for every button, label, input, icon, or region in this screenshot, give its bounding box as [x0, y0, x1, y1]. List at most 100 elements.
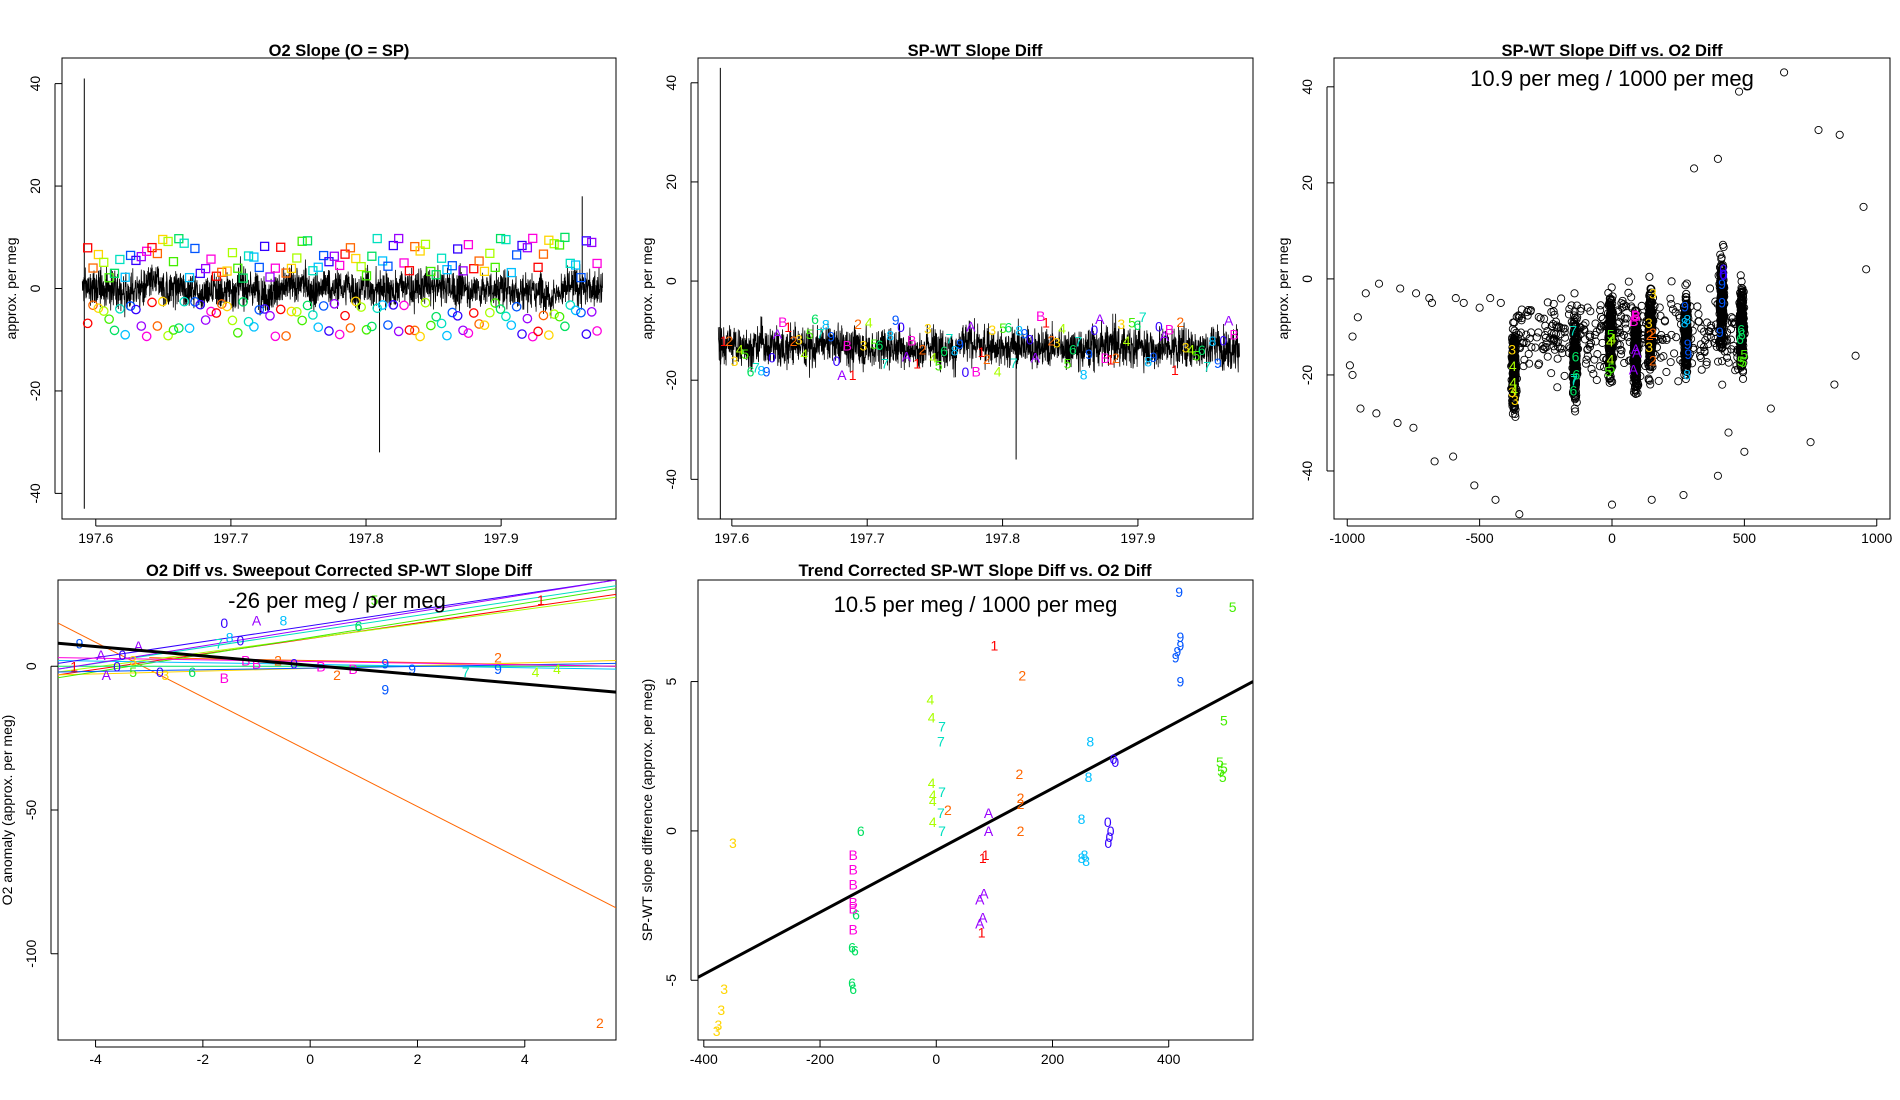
- x-tick-label: 4: [521, 1051, 529, 1067]
- cluster-label: 8: [1681, 314, 1689, 330]
- scatter-point: [1508, 324, 1517, 334]
- x-tick-label: 197.7: [213, 530, 248, 546]
- scatter-point: [1717, 357, 1727, 366]
- point-label: A: [134, 638, 144, 654]
- cycle-label: B: [1165, 321, 1174, 337]
- square-marker: [109, 268, 120, 278]
- scatter-point: [1608, 377, 1617, 386]
- scatter-point: [1604, 333, 1614, 342]
- cycle-label: A: [1160, 328, 1170, 344]
- scatter-point: [1541, 343, 1550, 352]
- scatter-point: [1656, 311, 1665, 320]
- scatter-point: [1705, 327, 1714, 336]
- scatter-point: [1672, 333, 1681, 342]
- scatter-point: [1605, 343, 1614, 352]
- x-tick-label: 197.7: [850, 530, 885, 546]
- cycle-label: 7: [752, 359, 760, 375]
- chart-title: Trend Corrected SP-WT Slope Diff vs. O2 …: [799, 562, 1152, 580]
- scatter-point: [1553, 354, 1562, 363]
- cycle-label: 4: [994, 363, 1002, 379]
- point-label: 0: [1107, 823, 1115, 839]
- square-marker: [436, 253, 447, 263]
- series-line: [58, 657, 616, 667]
- cluster-label: 2: [1646, 327, 1654, 343]
- scatter-point: [1632, 343, 1641, 352]
- circle-marker: [195, 299, 206, 310]
- cycle-label: B: [972, 364, 981, 380]
- point-label: 7: [462, 664, 470, 680]
- scatter-point: [1681, 281, 1690, 290]
- scatter-point: [1806, 438, 1815, 447]
- point-label: 7: [938, 718, 946, 734]
- scatter-point: [1619, 300, 1628, 309]
- cluster-label: 9: [1681, 298, 1689, 314]
- scatter-point: [1560, 328, 1569, 337]
- cycle-label: 9: [763, 364, 771, 380]
- scatter-point: [1510, 360, 1519, 369]
- scatter-point: [1510, 378, 1519, 387]
- scatter-point: [1607, 500, 1617, 509]
- scatter-point: [1694, 317, 1704, 326]
- point-label: 4: [532, 664, 540, 680]
- square-marker: [479, 266, 490, 277]
- circle-marker: [415, 331, 425, 342]
- square-marker: [372, 233, 382, 244]
- circle-marker: [527, 331, 538, 342]
- point-label: 2: [333, 667, 341, 683]
- circle-marker: [372, 303, 383, 314]
- x-tick-label: 0: [306, 1051, 314, 1067]
- cycle-label: A: [1224, 313, 1234, 329]
- square-marker: [340, 249, 350, 259]
- cluster-label: 6: [1737, 322, 1745, 338]
- square-marker: [463, 239, 474, 250]
- scatter-point: [1627, 293, 1636, 302]
- scatter-point: [1631, 306, 1640, 315]
- circle-marker: [517, 329, 527, 339]
- circle-marker: [538, 310, 549, 321]
- scatter-point: [1568, 388, 1578, 397]
- point-label: 8: [1085, 769, 1093, 785]
- scatter-point: [1859, 202, 1868, 211]
- scatter-point: [1605, 365, 1614, 375]
- circle-marker: [576, 307, 586, 318]
- y-tick-label: 0: [663, 277, 679, 285]
- cycle-label: 3: [924, 321, 932, 337]
- cycle-label: 2: [854, 316, 862, 332]
- scatter-point: [1739, 295, 1748, 304]
- scatter-point: [1646, 365, 1655, 374]
- circle-marker: [426, 320, 436, 331]
- scatter-point: [1680, 324, 1690, 333]
- cycle-label: 8: [1144, 353, 1152, 369]
- scatter-point: [1585, 342, 1595, 351]
- square-marker: [335, 260, 345, 271]
- cycle-label: 6: [1005, 319, 1013, 335]
- square-marker: [394, 233, 404, 244]
- cluster-label: 7: [1570, 372, 1578, 388]
- scatter-point: [1607, 353, 1616, 362]
- scatter-point: [1647, 495, 1656, 504]
- circle-marker: [190, 296, 200, 307]
- cluster-label: 9: [1684, 336, 1692, 352]
- scatter-point: [1629, 354, 1639, 363]
- cycle-label: B: [778, 314, 787, 330]
- point-label: 5: [1220, 712, 1228, 728]
- plot-frame: [697, 579, 1254, 1041]
- point-label: 9: [381, 655, 389, 671]
- cycle-label: 1: [849, 367, 857, 383]
- circle-marker: [495, 304, 506, 315]
- scatter-point: [1682, 289, 1691, 298]
- cycle-label: A: [966, 319, 976, 335]
- point-label: A: [984, 823, 994, 839]
- y-tick-label: -20: [27, 381, 43, 401]
- point-label: 2: [1018, 668, 1026, 684]
- circle-marker: [238, 297, 249, 307]
- square-marker: [83, 243, 93, 253]
- scatter-point: [1535, 359, 1544, 368]
- scatter-point: [1511, 409, 1520, 419]
- cluster-label: 2: [1649, 353, 1657, 369]
- cycle-label: 3: [1182, 339, 1190, 355]
- point-label: 4: [553, 661, 561, 677]
- square-marker: [554, 240, 565, 250]
- square-marker: [222, 266, 232, 276]
- point-label: 3: [729, 835, 737, 851]
